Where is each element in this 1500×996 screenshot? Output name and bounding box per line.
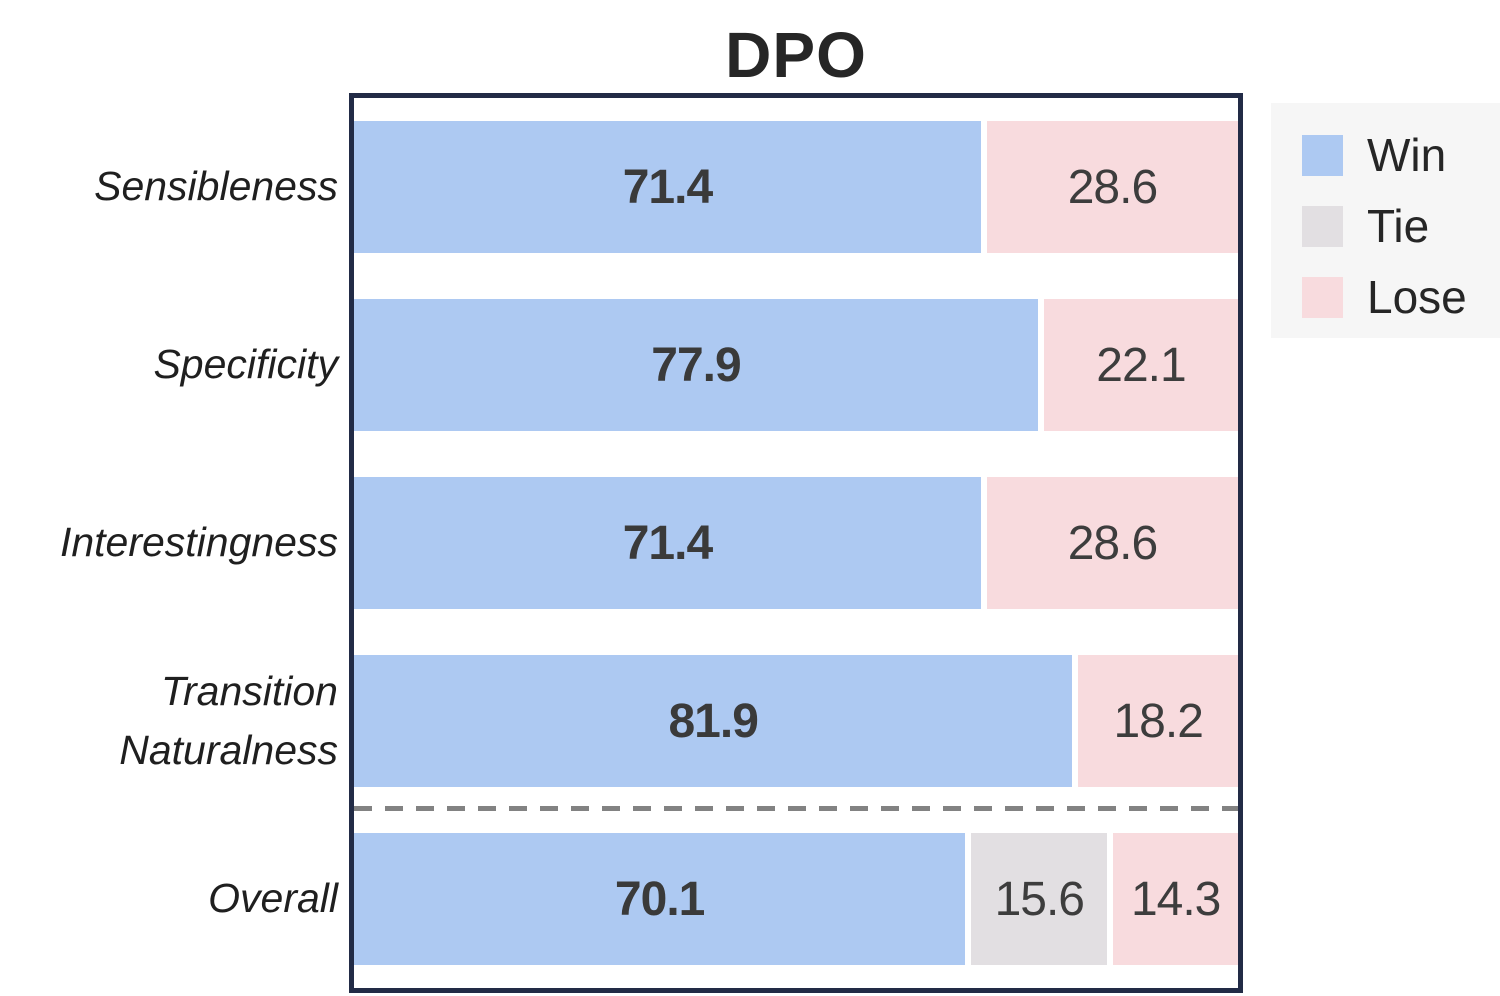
win-value-label: 81.9 bbox=[668, 694, 758, 748]
lose-value-label: 28.6 bbox=[1067, 160, 1158, 214]
bar-band: 71.4 28.6 bbox=[354, 98, 1238, 276]
legend-label: Lose bbox=[1367, 271, 1467, 323]
legend: Win Tie Lose bbox=[1271, 103, 1500, 338]
legend-item-lose: Lose bbox=[1302, 274, 1500, 320]
lose-value-label: 14.3 bbox=[1130, 872, 1221, 926]
tie-value-label: 15.6 bbox=[994, 872, 1085, 926]
legend-swatch-tie bbox=[1302, 205, 1343, 247]
legend-swatch-win bbox=[1302, 134, 1343, 176]
lose-segment: 28.6 bbox=[986, 477, 1238, 609]
category-label-band: Interestingness bbox=[0, 454, 342, 632]
legend-label: Win bbox=[1367, 129, 1447, 181]
category-label-band: Specificity bbox=[0, 276, 342, 454]
legend-item-win: Win bbox=[1302, 132, 1500, 178]
lose-value-label: 18.2 bbox=[1113, 694, 1203, 748]
bar-row: 71.4 28.6 bbox=[354, 477, 1238, 609]
win-value-label: 77.9 bbox=[651, 338, 741, 392]
category-axis: Sensibleness Specificity Interestingness Tr… bbox=[0, 98, 342, 988]
bar-band: 70.1 15.6 14.3 bbox=[354, 810, 1238, 988]
win-segment: 71.4 bbox=[354, 477, 981, 609]
separator-dashed-line bbox=[354, 806, 1238, 811]
bar-band: 71.4 28.6 bbox=[354, 454, 1238, 632]
win-segment: 70.1 bbox=[354, 833, 966, 965]
bar-row: 81.9 18.2 bbox=[354, 655, 1238, 787]
bar-row: 70.1 15.6 14.3 bbox=[354, 833, 1238, 965]
category-label-band: Sensibleness bbox=[0, 98, 342, 276]
win-segment: 71.4 bbox=[354, 121, 981, 253]
tie-segment: 15.6 bbox=[971, 833, 1108, 965]
win-value-label: 71.4 bbox=[622, 516, 713, 570]
category-label: Sensibleness bbox=[94, 163, 338, 210]
category-label-band: Overall bbox=[0, 810, 342, 988]
category-label: Overall bbox=[208, 875, 338, 922]
plot-inner: 71.4 28.6 77.9 22.1 71.4 28.6 81.9 18.2 70.1 15.6… bbox=[354, 98, 1238, 988]
lose-segment: 18.2 bbox=[1078, 655, 1238, 787]
win-segment: 81.9 bbox=[354, 655, 1073, 787]
lose-value-label: 22.1 bbox=[1096, 338, 1186, 392]
win-value-label: 71.4 bbox=[622, 160, 713, 214]
win-segment: 77.9 bbox=[354, 299, 1038, 431]
lose-value-label: 28.6 bbox=[1067, 516, 1158, 570]
category-label: Interestingness bbox=[59, 519, 338, 566]
bar-band: 77.9 22.1 bbox=[354, 276, 1238, 454]
category-label: Specificity bbox=[153, 341, 338, 388]
bar-band: 81.9 18.2 bbox=[354, 632, 1238, 810]
lose-segment: 28.6 bbox=[986, 121, 1238, 253]
lose-segment: 14.3 bbox=[1113, 833, 1238, 965]
win-value-label: 70.1 bbox=[614, 872, 705, 926]
legend-swatch-lose bbox=[1302, 276, 1343, 318]
lose-segment: 22.1 bbox=[1043, 299, 1238, 431]
legend-label: Tie bbox=[1367, 200, 1430, 252]
legend-item-tie: Tie bbox=[1302, 203, 1500, 249]
plot-area: 71.4 28.6 77.9 22.1 71.4 28.6 81.9 18.2 70.1 15.6… bbox=[349, 93, 1243, 993]
bar-row: 71.4 28.6 bbox=[354, 121, 1238, 253]
category-label-band: Transition Naturalness bbox=[0, 632, 342, 810]
bar-row: 77.9 22.1 bbox=[354, 299, 1238, 431]
category-label: Transition Naturalness bbox=[119, 667, 338, 773]
chart-title: DPO bbox=[725, 19, 867, 91]
